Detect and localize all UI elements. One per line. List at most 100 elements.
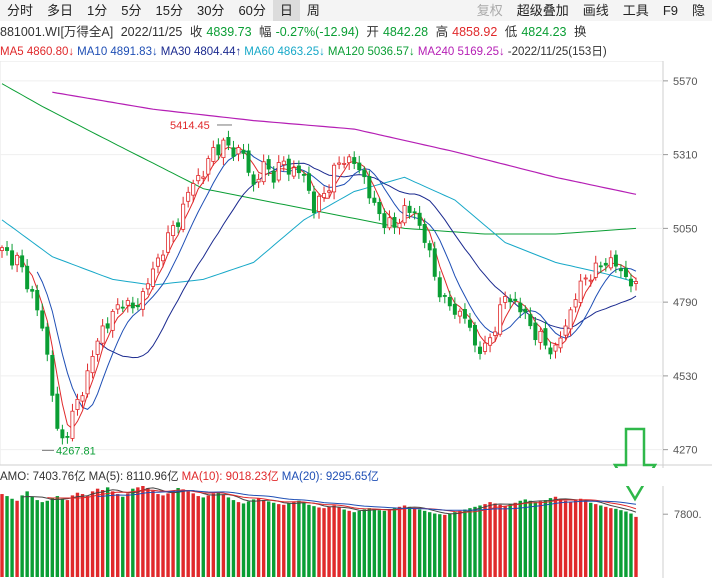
candle-body (528, 314, 533, 327)
period-tab-4[interactable]: 15分 (155, 3, 183, 18)
candle-body (256, 178, 261, 183)
candle-body (392, 217, 397, 228)
volume-bar (292, 502, 296, 577)
volume-bar (508, 504, 512, 577)
candle-body (25, 265, 30, 290)
candle-body (367, 175, 372, 199)
price-tick-label: 4530 (673, 371, 697, 383)
volume-legend-2: MA(10): 9018.23亿 (181, 471, 279, 483)
candle-body (387, 217, 392, 229)
volume-bar (518, 500, 522, 577)
candle-body (362, 169, 367, 178)
toolbar-tool-3[interactable]: 工具 (622, 3, 649, 18)
volume-bar (332, 505, 336, 577)
candle-body (397, 222, 402, 229)
volume-bar (95, 488, 100, 577)
close-value: 4839.73 (206, 25, 252, 39)
volume-bar (45, 500, 49, 577)
period-tab-8[interactable]: 周 (306, 3, 320, 18)
candle-body (236, 147, 241, 155)
candle-body (483, 342, 488, 352)
volume-bar (206, 495, 211, 577)
kline-chart[interactable]: 5570 5310 5050 4790 4530 4270 5414.45 4267.81 78… (0, 61, 712, 578)
candle-body (5, 247, 10, 251)
candle-body (372, 197, 377, 203)
candle-body (573, 299, 578, 308)
period-tab-7[interactable]: 日 (272, 0, 300, 21)
open-label: 开 (366, 25, 379, 39)
candle-body (603, 262, 608, 266)
candle-body (186, 191, 191, 202)
volume-bar (176, 488, 180, 577)
volume-bar (407, 506, 412, 577)
volume-bar (594, 504, 598, 577)
toolbar-tool-0[interactable]: 复权 (476, 3, 503, 18)
candle-body (553, 344, 558, 352)
candle-body (478, 346, 483, 354)
volume-bar (75, 492, 80, 577)
candle-body (442, 295, 447, 297)
candle-body (613, 254, 618, 267)
volume-bar (317, 507, 321, 577)
candle-body (432, 248, 437, 277)
volume-bar (624, 511, 628, 577)
volume-bar (20, 495, 24, 577)
candle-body (261, 161, 266, 183)
candle-body (85, 370, 90, 395)
volume-bar (40, 502, 44, 577)
candle-body (80, 395, 85, 402)
candle-body (271, 170, 276, 183)
toolbar-tool-1[interactable]: 超级叠加 (516, 3, 569, 18)
candle-body (30, 289, 35, 292)
period-tab-6[interactable]: 60分 (238, 3, 266, 18)
volume-bar (327, 506, 331, 577)
candle-body (543, 328, 548, 346)
security-code: 881001.WI[万得全A] (0, 25, 114, 39)
volume-bar (307, 504, 311, 577)
volume-bar (70, 495, 75, 577)
volume-bar (523, 499, 528, 577)
candle-body (322, 193, 327, 198)
candle-body (588, 279, 593, 282)
candle-body (311, 191, 316, 214)
candle-body (286, 158, 291, 175)
low-value: 4824.23 (521, 25, 567, 39)
volume-bar (15, 500, 19, 577)
candle-body (176, 222, 181, 227)
volume-bar (417, 509, 422, 577)
volume-bar (433, 513, 437, 577)
ma-legend-ma120: MA120 5036.57↓ (327, 46, 415, 58)
date-range: -2022/11/25(153日) (507, 46, 607, 58)
volume-bar (382, 510, 387, 577)
volume-bar (246, 501, 251, 577)
volume-bar (583, 500, 588, 577)
period-tab-5[interactable]: 30分 (196, 3, 225, 18)
volume-bar (151, 490, 155, 577)
volume-bar (251, 499, 256, 577)
volume-bar (25, 491, 29, 577)
period-tab-2[interactable]: 1分 (87, 3, 108, 18)
volume-bar (513, 502, 517, 577)
candle-body (231, 147, 236, 157)
volume-bar (377, 510, 382, 577)
volume-bar (221, 494, 226, 577)
candle-body (608, 257, 613, 269)
ma-legend-ma60: MA60 4863.25↓ (244, 46, 325, 58)
period-tab-1[interactable]: 多日 (47, 3, 74, 18)
candle-body (90, 356, 95, 374)
volume-bar (604, 506, 608, 577)
volume-bar (367, 508, 372, 577)
volume-bar (30, 496, 34, 577)
toolbar-tool-5[interactable]: 隐 (691, 3, 705, 18)
candle-body (306, 173, 311, 191)
volume-bar (277, 504, 281, 577)
candle-body (115, 304, 120, 310)
volume-bar (0, 494, 4, 577)
candle-body (618, 268, 623, 272)
period-tab-0[interactable]: 分时 (7, 3, 34, 18)
volume-bar (427, 512, 432, 577)
toolbar-tool-4[interactable]: F9 (662, 3, 678, 18)
period-tab-3[interactable]: 5分 (121, 3, 142, 18)
toolbar-tool-2[interactable]: 画线 (582, 3, 609, 18)
volume-bar (156, 494, 160, 577)
